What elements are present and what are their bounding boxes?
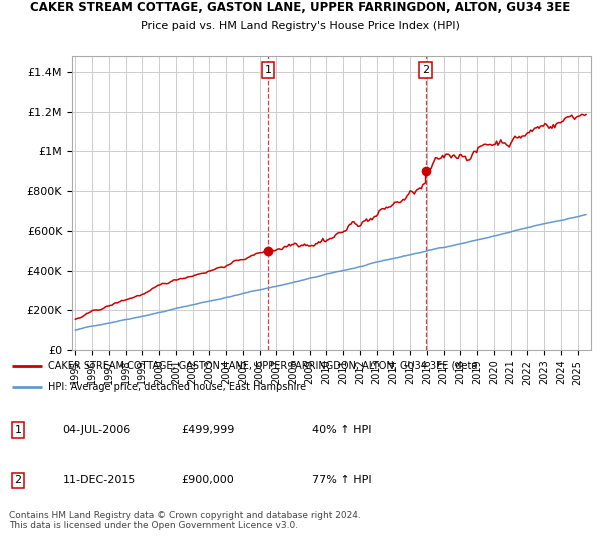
Text: 40% ↑ HPI: 40% ↑ HPI [312,425,371,435]
Text: Contains HM Land Registry data © Crown copyright and database right 2024.
This d: Contains HM Land Registry data © Crown c… [9,511,361,530]
Text: £900,000: £900,000 [181,475,234,486]
Text: Price paid vs. HM Land Registry's House Price Index (HPI): Price paid vs. HM Land Registry's House … [140,21,460,31]
Text: 1: 1 [14,425,22,435]
Text: 11-DEC-2015: 11-DEC-2015 [62,475,136,486]
Text: CAKER STREAM COTTAGE, GASTON LANE, UPPER FARRINGDON, ALTON, GU34 3EE (deta: CAKER STREAM COTTAGE, GASTON LANE, UPPER… [47,361,477,371]
Text: 1: 1 [265,65,271,75]
Text: HPI: Average price, detached house, East Hampshire: HPI: Average price, detached house, East… [47,382,305,392]
Text: 77% ↑ HPI: 77% ↑ HPI [312,475,371,486]
Text: CAKER STREAM COTTAGE, GASTON LANE, UPPER FARRINGDON, ALTON, GU34 3EE: CAKER STREAM COTTAGE, GASTON LANE, UPPER… [30,1,570,14]
Text: 04-JUL-2006: 04-JUL-2006 [62,425,131,435]
Text: £499,999: £499,999 [181,425,235,435]
Text: 2: 2 [422,65,429,75]
Text: 2: 2 [14,475,22,486]
